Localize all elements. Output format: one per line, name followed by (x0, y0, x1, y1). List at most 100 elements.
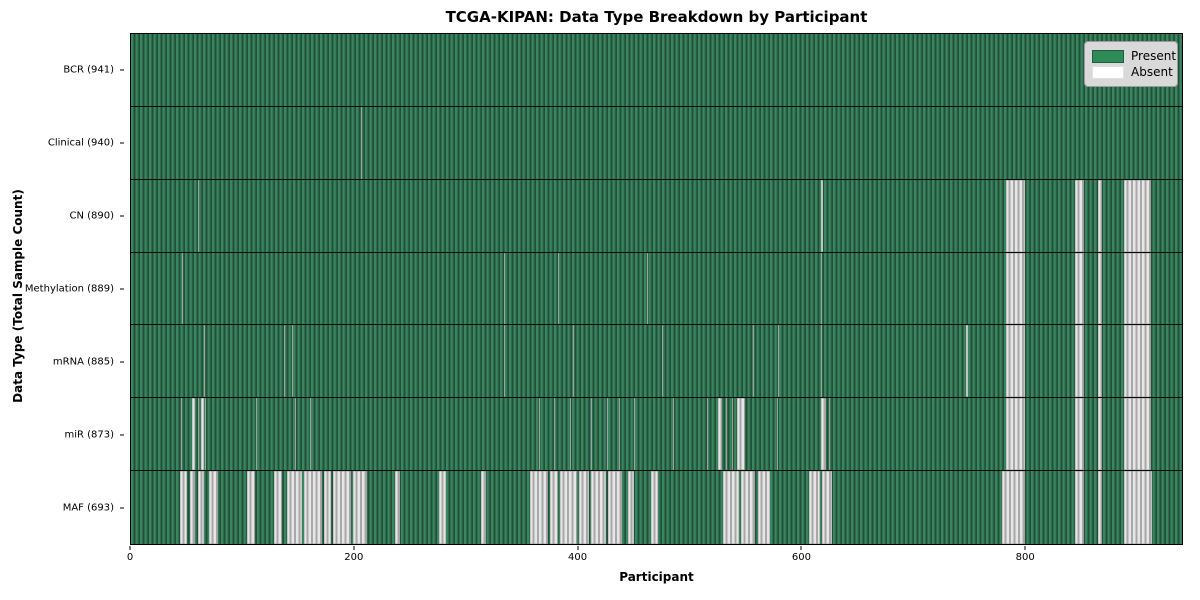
absent-stripe (753, 325, 755, 398)
y-tick-mark (120, 142, 124, 144)
absent-stripe (504, 325, 506, 398)
absent-stripe (628, 471, 634, 544)
x-tick-label-800: 800 (1015, 552, 1035, 563)
absent-stripe (1123, 471, 1152, 544)
absent-stripe (647, 252, 649, 325)
absent-stripe (821, 252, 823, 325)
absent-stripe (1123, 398, 1151, 471)
absent-stripe (1005, 252, 1025, 325)
absent-stripe (1098, 471, 1102, 544)
y-tick-label-methylation: Methylation (889) (24, 283, 114, 295)
y-tick-mark (120, 215, 124, 217)
heatmap-row-mir (131, 398, 1182, 472)
absent-stripe (180, 471, 187, 544)
absent-stripe (633, 398, 635, 471)
absent-stripe (1098, 252, 1102, 325)
absent-stripe (606, 398, 608, 471)
legend-swatch-present-icon (1092, 49, 1124, 63)
absent-stripe (287, 471, 302, 544)
absent-stripe (394, 471, 401, 544)
absent-stripe (324, 471, 331, 544)
absent-stripe (504, 252, 506, 325)
absent-stripe (181, 398, 183, 471)
absent-stripe (740, 471, 756, 544)
y-tick-label-mir: miR (873) (64, 429, 114, 441)
absent-stripe (256, 398, 258, 471)
legend-label-present: Present (1131, 49, 1177, 63)
heatmap-plot-area (130, 33, 1183, 545)
absent-stripe (273, 471, 282, 544)
absent-stripe (1005, 179, 1025, 252)
absent-stripe (757, 471, 770, 544)
absent-stripe (718, 398, 722, 471)
absent-stripe (619, 398, 621, 471)
heatmap-row-cn (131, 179, 1182, 253)
y-tick-label-bcr: BCR (941) (63, 64, 114, 76)
chart-title: TCGA-KIPAN: Data Type Breakdown by Parti… (445, 8, 868, 26)
absent-stripe (591, 398, 593, 471)
absent-stripe (651, 471, 659, 544)
x-tick-mark (353, 546, 355, 550)
absent-stripe (554, 398, 556, 471)
x-tick-mark (577, 546, 579, 550)
legend-entry-present: Present (1092, 49, 1176, 63)
absent-stripe (295, 398, 297, 471)
absent-stripe (661, 325, 663, 398)
x-tick-label-600: 600 (791, 552, 811, 563)
y-tick-mark (120, 507, 124, 509)
absent-stripe (198, 398, 200, 471)
absent-stripe (821, 179, 824, 252)
absent-stripe (569, 398, 572, 471)
y-tick-label-cn: CN (890) (69, 210, 114, 222)
absent-stripe (672, 398, 674, 471)
absent-stripe (722, 471, 739, 544)
absent-stripe (731, 398, 733, 471)
y-tick-mark (120, 69, 124, 71)
x-tick-mark (1024, 546, 1026, 550)
absent-stripe (1098, 325, 1102, 398)
absent-stripe (203, 325, 205, 398)
heatmap-row-bcr (131, 34, 1182, 107)
x-tick-mark (800, 546, 802, 550)
absent-stripe (1123, 325, 1151, 398)
absent-stripe (190, 471, 195, 544)
absent-stripe (1098, 179, 1102, 252)
legend: Present Absent (1084, 41, 1178, 87)
absent-stripe (182, 252, 184, 325)
absent-stripe (198, 179, 200, 252)
absent-stripe (557, 252, 559, 325)
y-tick-label-clinical: Clinical (940) (47, 137, 114, 149)
legend-label-absent: Absent (1131, 65, 1173, 79)
absent-stripe (549, 471, 558, 544)
y-tick-label-maf: MAF (693) (62, 502, 114, 514)
absent-stripe (707, 398, 709, 471)
absent-stripe (1002, 471, 1025, 544)
absent-stripe (529, 471, 548, 544)
absent-stripe (201, 398, 204, 471)
absent-stripe (573, 325, 575, 398)
absent-stripe (1074, 325, 1084, 398)
heatmap-row-maf (131, 471, 1182, 544)
legend-entry-absent: Absent (1092, 65, 1173, 79)
absent-stripe (821, 398, 826, 471)
y-axis-tick-labels: BCR (941) Clinical (940) CN (890) Methylati… (0, 33, 124, 545)
absent-stripe (1123, 179, 1151, 252)
absent-stripe (361, 106, 363, 179)
absent-stripe (1005, 398, 1025, 471)
absent-stripe (737, 398, 746, 471)
absent-stripe (291, 325, 293, 398)
absent-stripe (1005, 325, 1025, 398)
x-axis-label: Participant (619, 570, 694, 584)
absent-stripe (776, 398, 778, 471)
absent-stripe (247, 471, 255, 544)
absent-stripe (480, 471, 487, 544)
absent-stripe (538, 398, 540, 471)
x-axis-tick-area: 0 200 400 600 800 (127, 545, 1183, 567)
absent-stripe (309, 398, 311, 471)
heatmap-row-methylation (131, 252, 1182, 326)
absent-stripe (578, 471, 589, 544)
absent-stripe (333, 471, 352, 544)
x-tick-label-400: 400 (568, 552, 588, 563)
absent-stripe (591, 471, 606, 544)
